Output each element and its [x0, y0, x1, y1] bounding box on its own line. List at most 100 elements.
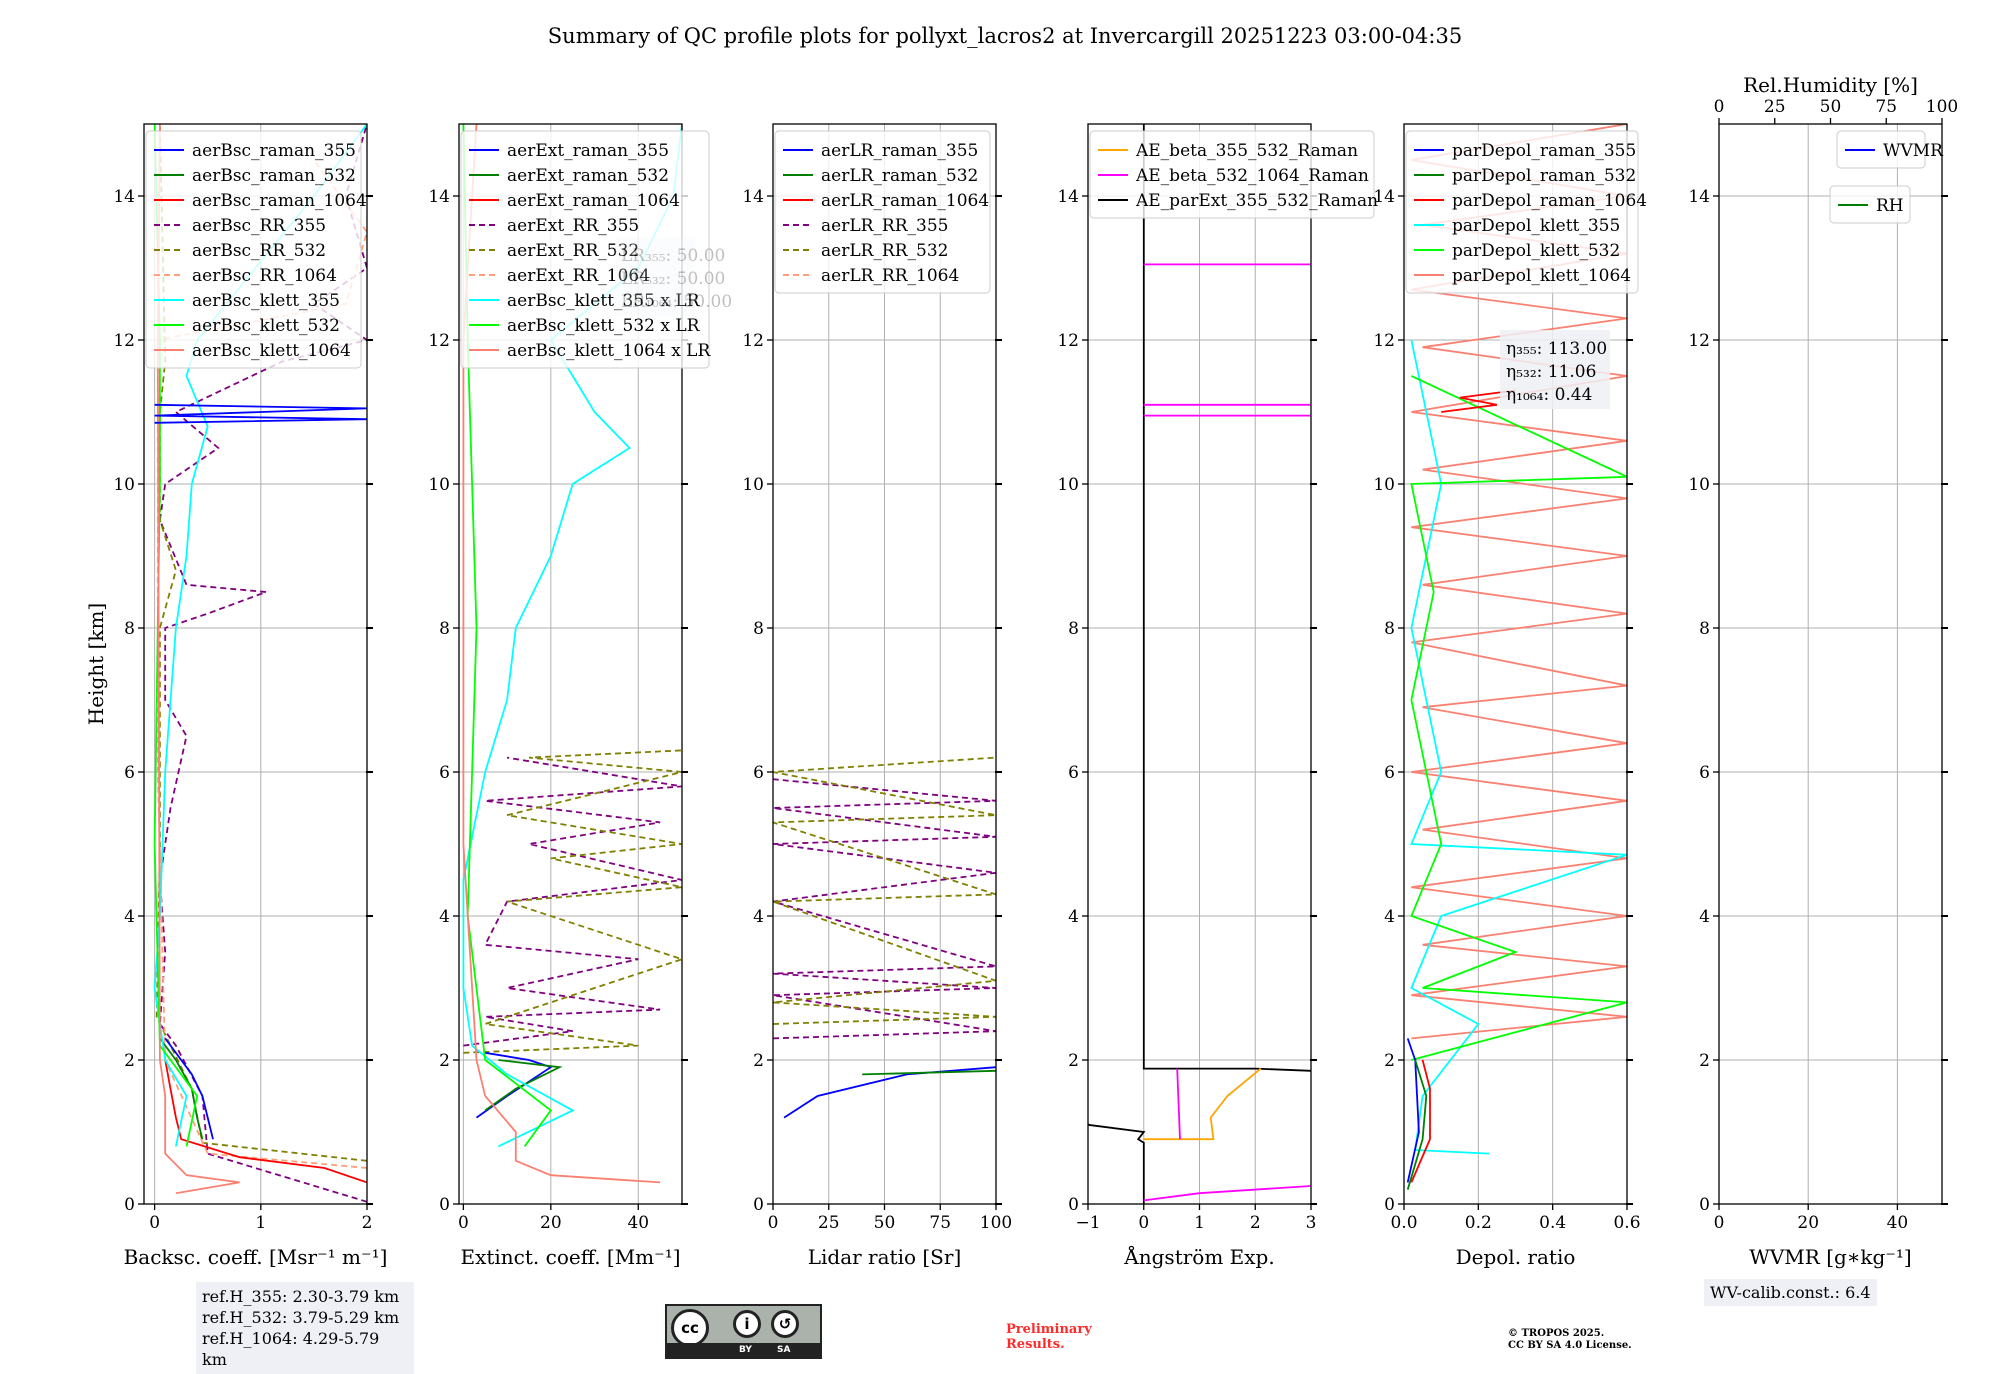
info-box-bg — [1500, 330, 1610, 409]
x-axis-label: Lidar ratio [Sr] — [808, 1245, 962, 1269]
series-line-aerBsc_raman_355_spikes — [154, 403, 367, 424]
series-line-parDepol_raman_1064 — [1410, 1059, 1431, 1183]
cc-icon: cc — [671, 1309, 709, 1347]
y-tick-label: 14 — [1373, 187, 1395, 207]
series-line-AE_beta_355_532_Raman — [1143, 1067, 1262, 1141]
legend-label: aerBsc_raman_355 — [192, 141, 356, 161]
y-tick-label: 0 — [124, 1195, 135, 1215]
series-line-aerExt_raman_532 — [484, 1059, 563, 1112]
y-tick-label: 10 — [742, 475, 764, 495]
by-person-icon: i — [733, 1310, 761, 1338]
series-line-parDepol_raman_1064_upper — [1441, 389, 1516, 413]
y-tick-label: 0 — [753, 1195, 764, 1215]
x-tick-label: 100 — [980, 1213, 1012, 1233]
top-tick-label: 100 — [1926, 97, 1958, 117]
legend-label: aerBsc_klett_1064 — [192, 341, 351, 361]
x-tick-label: 0 — [768, 1213, 779, 1233]
x-tick-label: 2 — [1250, 1213, 1261, 1233]
legend: RH — [1829, 185, 1911, 224]
series-line-aerBsc_raman_1064 — [164, 1059, 367, 1184]
series-line-aerBsc_raman_355 — [164, 1037, 214, 1140]
y-tick-label: 6 — [1068, 763, 1079, 783]
y-tick-label: 6 — [439, 763, 450, 783]
legend-box — [1836, 130, 1926, 169]
axes-frame — [143, 123, 368, 1205]
legend-label: aerBsc_raman_532 — [192, 166, 356, 186]
y-tick-label: 10 — [1057, 475, 1079, 495]
series-line-aerLR_RR_532 — [773, 756, 996, 1025]
y-tick-label: 8 — [439, 619, 450, 639]
y-tick-label: 8 — [124, 619, 135, 639]
x-axis-label: Ångström Exp. — [1123, 1244, 1274, 1269]
x-tick-label: 1 — [1194, 1213, 1205, 1233]
legend-label: parDepol_klett_532 — [1452, 241, 1620, 261]
y-tick-label: 2 — [439, 1051, 450, 1071]
legend-label: aerBsc_klett_355 x LR — [507, 291, 701, 311]
y-tick-label: 4 — [439, 907, 450, 927]
x-tick-label: 0.2 — [1465, 1213, 1492, 1233]
y-tick-label: 12 — [428, 331, 450, 351]
series-line-parDepol_klett_1064 — [1411, 124, 1627, 1040]
legend-label: parDepol_raman_532 — [1452, 166, 1636, 186]
x-tick-label: 40 — [1887, 1213, 1909, 1233]
legend-label: aerLR_raman_532 — [821, 166, 978, 186]
series-line-aerExt_RR_532 — [463, 749, 682, 1054]
legend-label: parDepol_klett_1064 — [1452, 266, 1631, 286]
y-tick-label: 12 — [113, 331, 135, 351]
legend-label: aerExt_raman_1064 — [507, 191, 680, 211]
y-tick-label: 14 — [428, 187, 450, 207]
legend-box — [774, 130, 991, 294]
y-tick-label: 4 — [1384, 907, 1395, 927]
series-line-parDepol_klett_532 — [1410, 375, 1627, 1061]
y-tick-label: 2 — [1699, 1051, 1710, 1071]
y-tick-label: 8 — [1384, 619, 1395, 639]
series-line-AE_beta_532_1064_Raman_mid — [1176, 1068, 1181, 1140]
x-tick-label: 3 — [1306, 1213, 1317, 1233]
y-tick-label: 6 — [1384, 763, 1395, 783]
y-tick-label: 4 — [753, 907, 764, 927]
ref-h-1064: ref.H_1064: 4.29-5.79 km — [202, 1329, 380, 1369]
series-line-aerLR_raman_355 — [783, 1066, 996, 1119]
series-line-AE_beta_532_1064_Raman — [1143, 1185, 1311, 1202]
legend-label: aerBsc_RR_355 — [192, 216, 326, 236]
legend-label: AE_beta_355_532_Raman — [1135, 141, 1358, 161]
wv-calibration-constant: WV-calib.const.: 6.4 — [1704, 1279, 1877, 1306]
x-tick-label: 20 — [1797, 1213, 1819, 1233]
x-tick-label: 2 — [362, 1213, 373, 1233]
y-tick-label: 0 — [439, 1195, 450, 1215]
y-tick-label: 12 — [1688, 331, 1710, 351]
series-group — [1406, 124, 1627, 1190]
y-tick-label: 10 — [428, 475, 450, 495]
legend-label: parDepol_raman_355 — [1452, 141, 1636, 161]
legend-label: aerExt_RR_355 — [507, 216, 639, 236]
copyright-note: © TROPOS 2025. CC BY SA 4.0 License. — [1508, 1328, 1632, 1352]
figure-title: Summary of QC profile plots for pollyxt_… — [548, 24, 1462, 48]
ref-h-532: ref.H_532: 3.79-5.29 km — [202, 1308, 400, 1327]
legend-label: aerLR_raman_1064 — [821, 191, 989, 211]
top-tick-label: 25 — [1764, 97, 1786, 117]
preliminary-results-note: Preliminary Results. — [1006, 1322, 1092, 1352]
legend: aerExt_raman_355 aerExt_raman_532 aerExt_r… — [460, 130, 711, 369]
info-box-bg — [615, 237, 695, 316]
panel-2: 0 20 40 Extinct. coeff. [Mm⁻¹] 0 2 4 6 8 10 12 14 ae… — [428, 123, 732, 1269]
legend: WVMR — [1836, 130, 1944, 169]
x-tick-label: 0 — [149, 1213, 160, 1233]
y-tick-label: 0 — [1384, 1195, 1395, 1215]
legend-label: aerBsc_klett_1064 x LR — [507, 341, 711, 361]
x-axis-label: Extinct. coeff. [Mm⁻¹] — [460, 1245, 680, 1269]
cc-sa-label: SA — [777, 1345, 791, 1355]
legend-label: aerLR_raman_355 — [821, 141, 978, 161]
legend-box — [460, 130, 710, 369]
x-axis-label: Depol. ratio — [1456, 1245, 1576, 1269]
panel-3: 0 25 50 75 100 Lidar ratio [Sr] 0 2 4 6 8 10 12 14 aer… — [742, 123, 1012, 1269]
legend-box — [1829, 185, 1911, 224]
x-tick-label: 0 — [1138, 1213, 1149, 1233]
y-tick-label: 12 — [742, 331, 764, 351]
y-tick-label: 10 — [1373, 475, 1395, 495]
legend-label: parDepol_klett_355 — [1452, 216, 1620, 236]
legend-label: aerLR_RR_355 — [821, 216, 948, 236]
x-tick-label: 50 — [874, 1213, 896, 1233]
series-group — [773, 756, 996, 1119]
legend-label: aerExt_raman_355 — [507, 141, 669, 161]
